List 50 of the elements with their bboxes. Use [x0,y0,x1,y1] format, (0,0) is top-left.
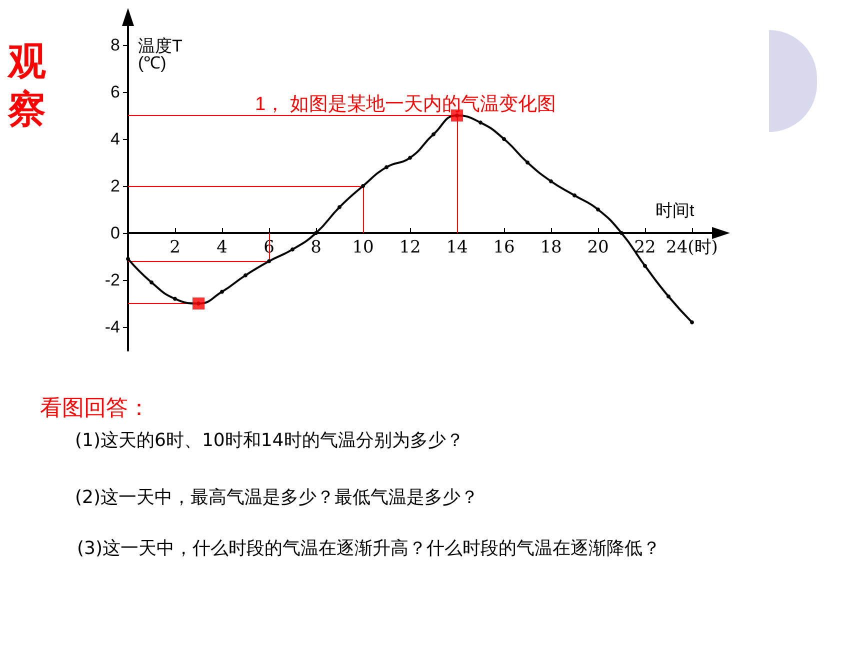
y-tick-label: -4 [104,318,120,336]
point [220,290,224,294]
x-tick-label: 4 [216,238,228,258]
x-axis-title: 时间t [656,201,694,220]
point [408,156,412,160]
point [432,132,436,136]
point [361,184,365,188]
point [666,294,670,298]
point [384,165,388,170]
text: (1)这天的6时、10时和14时的气温分别为多少？ [75,429,464,452]
point [244,273,248,278]
x-tick-label: 8 [310,238,322,258]
point [572,193,576,198]
x-tick-label: 22 [634,238,656,258]
point [549,179,553,184]
x-tick-label: 10 [352,238,374,258]
point [173,296,177,301]
point [267,259,271,264]
y-tick-label: -2 [104,270,120,290]
text: 1， 如图是某地一天内的气温变化图 [255,93,556,115]
point [150,280,154,284]
y-tick-label: 0 [110,224,120,242]
y-tick-label: 4 [110,130,120,148]
point [643,264,647,268]
point [502,137,506,141]
point [596,208,600,212]
y-tick-label: 2 [110,176,120,196]
point [338,205,342,210]
y-tick-label: 8 [110,36,120,54]
point [478,120,482,125]
y-tick-label: 6 [110,82,120,102]
point [620,231,624,235]
point [690,320,694,324]
y-axis-title: 温度T (℃) [138,36,182,72]
point [290,247,294,252]
text: 看图回答： [40,395,150,423]
point [126,256,130,261]
point [192,298,204,310]
x-tick-label: 20 [587,238,609,258]
point [314,231,318,235]
text: (2)这一天中，最高气温是多少？最低气温是多少？ [75,486,478,509]
x-tick-label: 14 [446,238,468,258]
x-tick-label: 18 [540,238,562,258]
x-tick-label: 12 [399,238,421,258]
x-tick-label: 24(时) [666,238,718,258]
x-tick-label: 2 [170,238,180,258]
x-tick-label: 16 [493,238,515,258]
text: 观察 [8,38,47,132]
text: (3)这一天中，什么时段的气温在逐渐升高？什么时段的气温在逐渐降低？ [77,537,660,560]
point [526,160,530,164]
